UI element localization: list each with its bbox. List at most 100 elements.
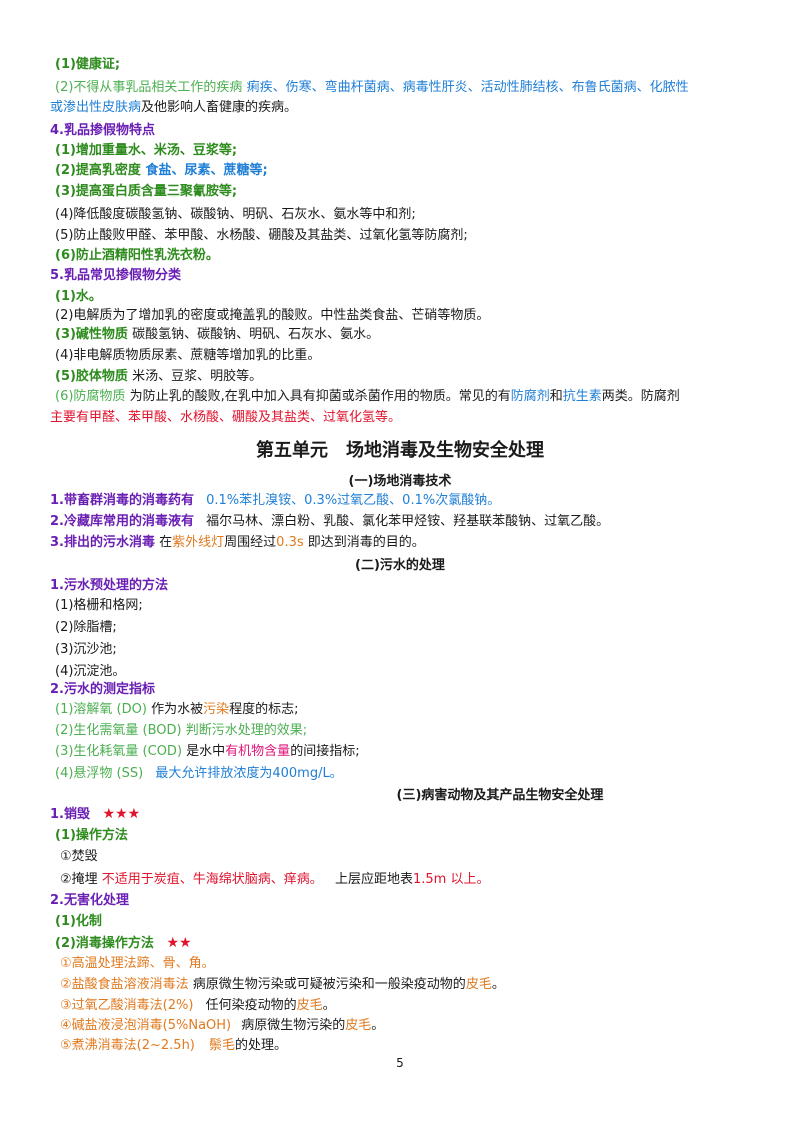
pretreatment-item: (2)除脂槽; (55, 620, 117, 635)
disinfection-method-3-text: 任何染疫动物的 (205, 998, 297, 1013)
heading-sewage-pretreatment: 1.污水预处理的方法 (50, 578, 168, 593)
disinfect-item-3-around: 周围经过 (224, 535, 277, 550)
term-preservative: 防腐剂 (510, 389, 550, 404)
term-organic-content: 有机物含量 (225, 744, 291, 759)
indicator-cod-label: (3)生化耗氧量 (COD) (55, 744, 183, 759)
indicator-do-text: 作为水被 (151, 702, 204, 717)
term-antibiotic: 抗生素 (562, 389, 602, 404)
heading-operation-method: (1)操作方法 (55, 828, 128, 843)
page-number: 5 (396, 1056, 404, 1070)
disinfection-method-4-label: ④碱盐液浸泡消毒(5%NaOH) (60, 1018, 232, 1033)
pretreatment-item: (1)格栅和格网; (55, 598, 143, 613)
adulterant-feature-3: (3)提高蛋白质含量三聚氰胺等; (55, 184, 238, 199)
item-diseases-tail: 及他影响人畜健康的疾病。 (141, 100, 298, 115)
period: 。 (491, 977, 505, 992)
disinfection-method-2-text: 病原微生物污染或可疑被污染和一般染疫动物的 (192, 977, 466, 992)
adulterant-class-1: (1)水。 (55, 289, 102, 304)
disinfect-item-3: 3.排出的污水消毒 在紫外线灯周围经过0.3s 即达到消毒的目的。 (50, 533, 425, 553)
term-hide: 皮毛 (345, 1018, 372, 1033)
adulterant-feature-4: (4)降低酸度碳酸氢钠、碳酸钠、明矾、石灰水、氨水等中和剂; (55, 207, 416, 222)
method-burial-exclusion: 不适用于炭疽、牛海绵状脑病、痒病。 (101, 872, 323, 887)
adulterant-class-5-label: (5)胶体物质 (55, 369, 128, 384)
adulterant-class-6: (6)防腐物质 为防止乳的酸败,在乳中加入具有抑菌或杀菌作用的物质。常见的有防腐… (55, 387, 680, 407)
method-burial-label: ②掩埋 (60, 872, 98, 887)
adulterant-feature-5: (5)防止酸败甲醛、苯甲酸、水杨酸、硼酸及其盐类、过氧化氢等防腐剂; (55, 228, 468, 243)
subsection-site-disinfection: (一)场地消毒技术 (348, 474, 452, 489)
disinfect-item-2: 2.冷藏库常用的消毒液有 福尔马林、漂白粉、乳酸、氯化苯甲烃铵、羟基联苯酸钠、过… (50, 512, 609, 532)
item-diseases-list-end: 或渗出性皮肤病 (50, 100, 142, 115)
adulterant-class-6-tail: 两类。防腐剂 (601, 389, 680, 404)
indicator-cod-tail: 的间接指标; (290, 744, 360, 759)
adulterant-feature-6: (6)防止酒精阳性乳洗衣粉。 (55, 248, 219, 263)
disinfection-method-1: ①高温处理法蹄、骨、角。 (60, 956, 215, 971)
item-diseases-cont: 或渗出性皮肤病及他影响人畜健康的疾病。 (50, 98, 297, 118)
harmless-rendering: (1)化制 (55, 914, 102, 929)
indicator-do-tail: 程度的标志; (229, 702, 299, 717)
subsection-sewage: (二)污水的处理 (355, 558, 445, 573)
heading-adulterant-features: 4.乳品掺假物特点 (50, 123, 155, 138)
disinfection-method-4-text: 病原微生物污染的 (241, 1018, 346, 1033)
heading-disinfection-methods-label: (2)消毒操作方法 (55, 936, 154, 951)
item-diseases-label: (2)不得从事乳品相关工作的疾病 (55, 80, 243, 95)
method-burial: ②掩埋 不适用于炭疽、牛海绵状脑病、痒病。 上层应距地表1.5m 以上。 (60, 870, 489, 890)
adulterant-feature-2-label: (2)提高乳密度 (55, 163, 141, 178)
adulterant-class-6-text: 为防止乳的酸败,在乳中加入具有抑菌或杀菌作用的物质。常见的有 (129, 389, 511, 404)
disinfection-method-5-label: ⑤煮沸消毒法(2~2.5h) (60, 1038, 195, 1053)
heading-adulterant-classes: 5.乳品常见掺假物分类 (50, 268, 181, 283)
term-hide: 皮毛 (296, 998, 323, 1013)
disinfect-item-3-in: 在 (159, 535, 173, 550)
adulterant-class-4: (4)非电解质物质尿素、蔗糖等增加乳的比重。 (55, 348, 321, 363)
disinfection-method-3: ③过氧乙酸消毒法(2%) 任何染疫动物的皮毛。 (60, 996, 336, 1016)
disinfection-method-2: ②盐酸食盐溶液消毒法 病原微生物污染或可疑被污染和一般染疫动物的皮毛。 (60, 975, 505, 995)
item-diseases: (2)不得从事乳品相关工作的疾病 痢疾、伤寒、弯曲杆菌病、病毒性肝炎、活动性肺结… (55, 78, 689, 98)
method-burial-depth-text: 上层应距地表 (334, 872, 413, 887)
indicator-ss-value: 最大允许排放浓度为400mg/L。 (155, 766, 343, 781)
disinfect-item-1-label: 1.带畜群消毒的消毒药有 (50, 493, 194, 508)
adulterant-class-5-value: 米汤、豆浆、明胶等。 (132, 369, 263, 384)
adulterant-feature-2: (2)提高乳密度 食盐、尿素、蔗糖等; (55, 161, 268, 181)
adulterant-class-6-and: 和 (549, 389, 563, 404)
unit-title: 第五单元 场地消毒及生物安全处理 (256, 440, 544, 461)
heading-destruction: 1.销毁 ★★★ (50, 804, 140, 825)
disinfect-item-3-tail: 即达到消毒的目的。 (307, 535, 425, 550)
indicator-do-label: (1)溶解氧 (DO) (55, 702, 147, 717)
adulterant-class-5: (5)胶体物质 米汤、豆浆、明胶等。 (55, 367, 262, 387)
item-health-cert: (1)健康证; (55, 57, 121, 72)
method-incineration: ①焚毁 (60, 849, 98, 864)
indicator-do: (1)溶解氧 (DO) 作为水被污染程度的标志; (55, 700, 299, 720)
subsection-biosafety: (三)病害动物及其产品生物安全处理 (396, 788, 604, 803)
pretreatment-item: (4)沉淀池。 (55, 664, 126, 679)
importance-stars-icon: ★★ (166, 935, 192, 951)
adulterant-class-2: (2)电解质为了增加乳的密度或掩盖乳的酸败。中性盐类食盐、芒硝等物质。 (55, 308, 490, 323)
disinfect-item-2-value: 福尔马林、漂白粉、乳酸、氯化苯甲烃铵、羟基联苯酸钠、过氧乙酸。 (206, 514, 610, 529)
disinfect-item-2-label: 2.冷藏库常用的消毒液有 (50, 514, 194, 529)
adulterant-class-6-cont: 主要有甲醛、苯甲酸、水杨酸、硼酸及其盐类、过氧化氢等。 (50, 410, 402, 425)
disinfect-item-3-label: 3.排出的污水消毒 (50, 535, 155, 550)
pretreatment-item: (3)沉沙池; (55, 642, 117, 657)
heading-harmless-treatment: 2.无害化处理 (50, 893, 129, 908)
indicator-ss: (4)悬浮物 (SS) 最大允许排放浓度为400mg/L。 (55, 764, 343, 784)
adulterant-class-6-label: (6)防腐物质 (55, 389, 126, 404)
adulterant-feature-2-value: 食盐、尿素、蔗糖等; (145, 163, 268, 178)
term-duration: 0.3s (276, 535, 304, 550)
heading-destruction-label: 1.销毁 (50, 807, 90, 822)
disinfect-item-1-value: 0.1%苯扎溴铵、0.3%过氧乙酸、0.1%次氯酸钠。 (206, 493, 501, 508)
disinfection-method-5: ⑤煮沸消毒法(2~2.5h) 鬃毛的处理。 (60, 1036, 287, 1056)
indicator-cod-text: 是水中 (186, 744, 226, 759)
item-diseases-list: 痢疾、伤寒、弯曲杆菌病、病毒性肝炎、活动性肺结核、布鲁氏菌病、化脓性 (246, 80, 689, 95)
disinfection-method-3-label: ③过氧乙酸消毒法(2%) (60, 998, 194, 1013)
term-pollution: 污染 (203, 702, 230, 717)
term-bristle: 鬃毛 (209, 1038, 236, 1053)
indicator-ss-label: (4)悬浮物 (SS) (55, 766, 144, 781)
heading-disinfection-methods: (2)消毒操作方法 ★★ (55, 933, 192, 954)
adulterant-class-3: (3)碱性物质 碳酸氢钠、碳酸钠、明矾、石灰水、氨水。 (55, 325, 379, 345)
adulterant-feature-1: (1)增加重量水、米汤、豆浆等; (55, 143, 238, 158)
period: 。 (371, 1018, 385, 1033)
heading-sewage-indicators: 2.污水的测定指标 (50, 682, 155, 697)
adulterant-class-3-value: 碳酸氢钠、碳酸钠、明矾、石灰水、氨水。 (132, 327, 380, 342)
indicator-bod: (2)生化需氧量 (BOD) 判断污水处理的效果; (55, 723, 308, 738)
disinfect-item-1: 1.带畜群消毒的消毒药有 0.1%苯扎溴铵、0.3%过氧乙酸、0.1%次氯酸钠。 (50, 491, 500, 511)
disinfection-method-5-tail: 的处理。 (235, 1038, 288, 1053)
term-hide: 皮毛 (465, 977, 492, 992)
